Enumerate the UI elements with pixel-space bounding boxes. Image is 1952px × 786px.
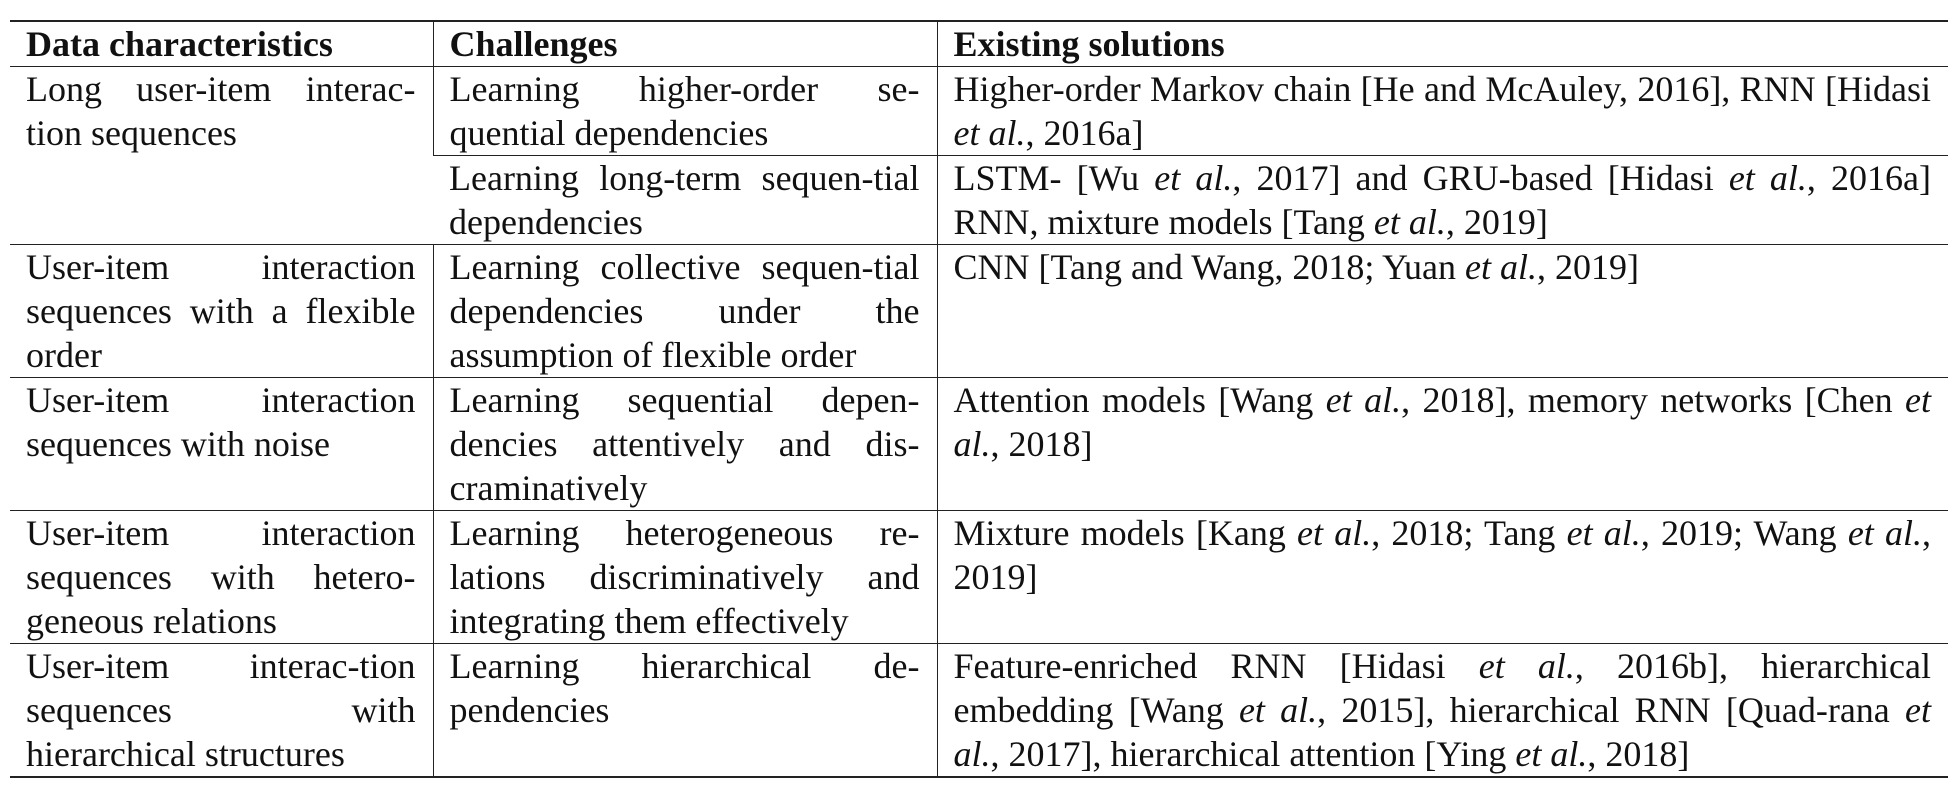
characteristic-text: User-item interaction sequences with noi… [26,380,416,464]
challenge-cell: Learning hierarchical de-pendencies [432,643,937,778]
solutions-cell: Mixture models [Kang et al., 2018; Tang … [936,510,1948,644]
solutions-text: Attention models [Wang et al., 2018], me… [953,380,1932,464]
characteristic-cell: User-item interac-tion sequences with hi… [10,643,433,778]
solutions-text: Mixture models [Kang et al., 2018; Tang … [953,513,1932,597]
challenges-table: Data characteristics Challenges Existing… [10,20,1948,778]
solutions-cell: Attention models [Wang et al., 2018], me… [936,377,1948,511]
solutions-text: CNN [Tang and Wang, 2018; Yuan et al., 2… [953,247,1640,287]
header-row: Data characteristics Challenges Existing… [10,20,1948,67]
solutions-cell: CNN [Tang and Wang, 2018; Yuan et al., 2… [936,244,1948,378]
challenge-cell: Learning long-term sequen-tial dependenc… [433,155,937,245]
solutions-text: Higher-order Markov chain [He and McAule… [953,69,1932,153]
table-row: Learning long-term sequen-tial dependenc… [10,155,1948,245]
table-row: User-item interac-tion sequences with hi… [10,643,1948,778]
solutions-cell: Feature-enriched RNN [Hidasi et al., 201… [936,643,1948,778]
header-data-characteristics: Data characteristics [10,20,433,67]
characteristic-cell: User-item interaction sequences with a f… [10,244,433,378]
characteristic-text: User-item interac-tion sequences with hi… [26,646,416,774]
characteristic-text: User-item interaction sequences with a f… [26,247,416,375]
table-row: User-item interaction sequences with a f… [10,244,1948,378]
table-row: User-item interaction sequences with noi… [10,377,1948,511]
challenge-text: Learning heterogeneous re-lations discri… [449,513,920,641]
characteristic-text: Long user-item interac-tion sequences [26,69,416,153]
header-challenges: Challenges [432,20,937,67]
table-header: Data characteristics Challenges Existing… [10,20,1948,67]
challenge-text: Learning collective sequen-tial dependen… [449,247,920,375]
header-existing-solutions: Existing solutions [936,20,1948,67]
characteristic-text: User-item interaction sequences with het… [26,513,416,641]
challenge-text: Learning higher-order se-quential depend… [449,69,920,153]
challenge-cell: Learning higher-order se-quential depend… [432,66,937,156]
solutions-text: LSTM- [Wu et al., 2017] and GRU-based [H… [953,158,1931,242]
challenge-cell: Learning heterogeneous re-lations discri… [432,510,937,644]
challenge-text: Learning hierarchical de-pendencies [449,646,920,730]
table-row: User-item interaction sequences with het… [10,510,1948,644]
solutions-cell: LSTM- [Wu et al., 2017] and GRU-based [H… [936,155,1948,245]
challenge-cell: Learning sequential depen-dencies attent… [432,377,937,511]
solutions-text: Feature-enriched RNN [Hidasi et al., 201… [953,646,1932,774]
solutions-cell: Higher-order Markov chain [He and McAule… [936,66,1948,156]
characteristic-cell: User-item interaction sequences with het… [10,510,433,644]
challenge-text: Learning sequential depen-dencies attent… [449,380,920,508]
table-row: Long user-item interac-tion sequences Le… [10,66,1948,245]
characteristic-cell: User-item interaction sequences with noi… [10,377,433,511]
challenge-text: Learning long-term sequen-tial dependenc… [449,158,920,242]
challenge-cell: Learning collective sequen-tial dependen… [432,244,937,378]
characteristic-cell: Long user-item interac-tion sequences [10,66,433,245]
table-body: Long user-item interac-tion sequences Le… [10,66,1948,778]
